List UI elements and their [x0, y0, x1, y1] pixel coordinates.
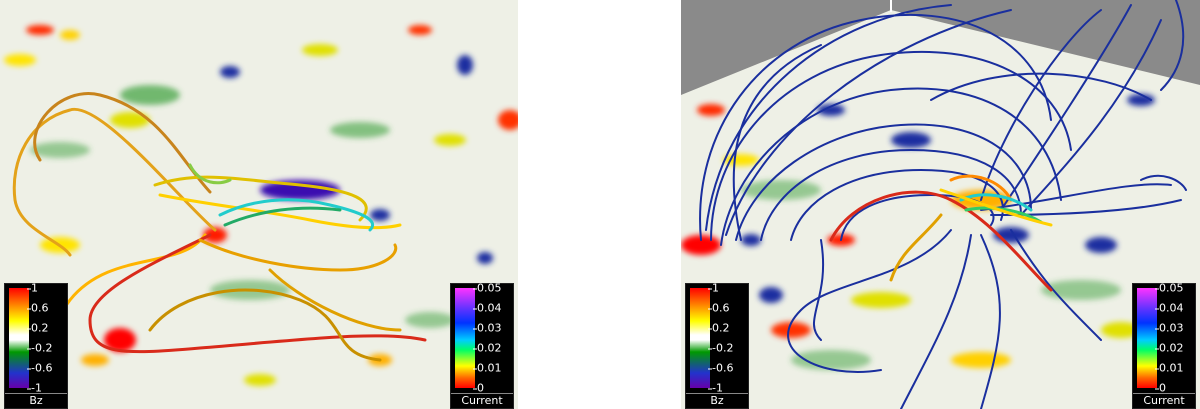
bz-tick: -0.6	[707, 361, 734, 375]
right-visualization-panel: 1 0.6 0.2 -0.2 -0.6 -1 Bz 0.05 0.04 0.03…	[681, 0, 1200, 409]
bz-color-gradient	[9, 288, 29, 388]
bz-tick: 0.6	[27, 301, 49, 315]
bz-tick: 0.2	[27, 321, 49, 335]
magnetic-patches	[4, 25, 518, 386]
magnetogram-surface	[0, 0, 518, 409]
bz-tick: 1	[27, 281, 38, 295]
current-tick: 0.05	[1155, 281, 1184, 295]
core-field-lines	[829, 174, 1053, 292]
bz-colorbar-title: Bz	[5, 393, 67, 408]
current-tick: 0.03	[473, 321, 502, 335]
bz-colorbar-title: Bz	[686, 393, 748, 408]
bz-colorbar: 1 0.6 0.2 -0.2 -0.6 -1 Bz	[4, 283, 68, 409]
blue-field-lines	[699, 0, 1187, 409]
current-color-gradient	[1137, 288, 1157, 388]
current-color-gradient	[455, 288, 475, 388]
current-tick: 0.05	[473, 281, 502, 295]
current-tick: 0	[473, 381, 484, 395]
bz-tick: 0.6	[708, 301, 730, 315]
bz-color-gradient	[690, 288, 710, 388]
current-tick: 0.04	[473, 301, 502, 315]
current-tick: 0.02	[473, 341, 502, 355]
current-tick: 0.04	[1155, 301, 1184, 315]
current-colorbar-title: Current	[1133, 393, 1195, 408]
current-colorbar: 0.05 0.04 0.03 0.02 0.01 0 Current	[1132, 283, 1196, 409]
current-tick: 0.01	[473, 361, 502, 375]
current-tick: 0.03	[1155, 321, 1184, 335]
bz-tick: 0.2	[708, 321, 730, 335]
bz-tick: -0.2	[707, 341, 734, 355]
magnetic-patches	[681, 94, 1155, 370]
left-visualization-panel: 1 0.6 0.2 -0.2 -0.6 -1 Bz 0.05 0.04 0.03…	[0, 0, 518, 409]
bz-tick: 1	[708, 281, 719, 295]
bz-tick: -1	[708, 381, 723, 395]
current-tick: 0.02	[1155, 341, 1184, 355]
bz-tick: -1	[27, 381, 42, 395]
magnetogram-surface	[681, 0, 1200, 409]
bz-tick: -0.6	[26, 361, 53, 375]
current-colorbar: 0.05 0.04 0.03 0.02 0.01 0 Current	[450, 283, 514, 409]
back-wall-left	[681, 0, 891, 95]
current-colorbar-title: Current	[451, 393, 513, 408]
bz-tick: -0.2	[26, 341, 53, 355]
bz-colorbar: 1 0.6 0.2 -0.2 -0.6 -1 Bz	[685, 283, 749, 409]
current-tick: 0.01	[1155, 361, 1184, 375]
current-tick: 0	[1155, 381, 1166, 395]
